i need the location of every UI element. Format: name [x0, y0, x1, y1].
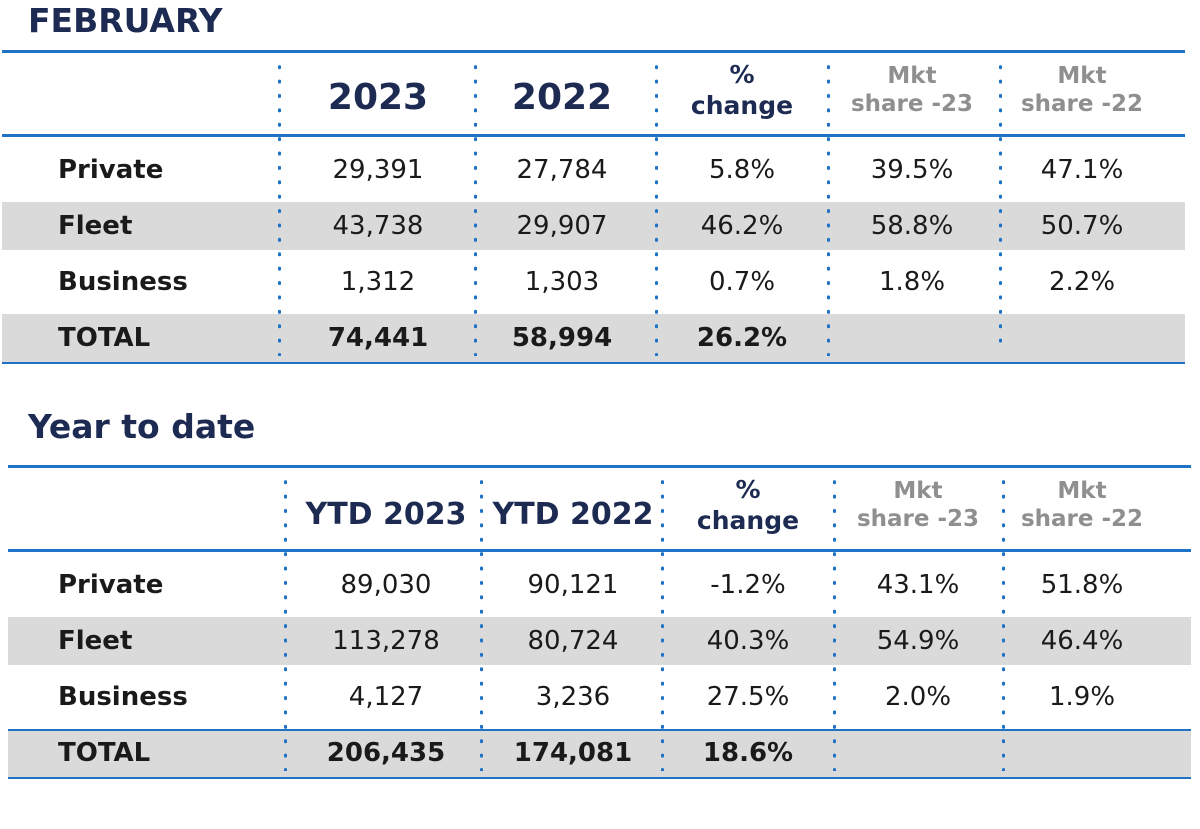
value-pct-change: 0.7% — [708, 267, 776, 297]
table-top-rule — [8, 465, 1191, 468]
column-header-ytd-2022: YTD 2022 — [492, 497, 654, 532]
value-pct-change: 46.2% — [700, 211, 784, 241]
column-header-mkt-share-23: Mkt share -23 — [856, 478, 980, 533]
column-header-2022: 2022 — [511, 77, 613, 118]
section-title-year-to-date: Year to date — [28, 407, 256, 446]
value-mkt-share-23: 43.1% — [876, 570, 960, 600]
value-2022: 29,907 — [516, 211, 608, 241]
value-ytd-2023: 4,127 — [348, 682, 424, 712]
column-divider — [661, 475, 664, 771]
row-label: TOTAL — [58, 323, 151, 353]
value-ytd-2023: 89,030 — [340, 570, 432, 600]
column-header-mkt-share-22: Mkt share -22 — [1020, 63, 1144, 118]
value-mkt-share-23: 39.5% — [870, 155, 954, 185]
column-header-2023: 2023 — [327, 77, 429, 118]
column-divider — [827, 60, 830, 356]
row-label: TOTAL — [58, 738, 151, 768]
total-top-rule — [8, 729, 1191, 731]
value-mkt-share-22: 47.1% — [1040, 155, 1124, 185]
value-pct-change: 5.8% — [708, 155, 776, 185]
value-2022: 27,784 — [516, 155, 608, 185]
value-mkt-share-22: 50.7% — [1040, 211, 1124, 241]
row-label: Business — [58, 267, 188, 297]
row-label: Private — [58, 155, 164, 185]
value-ytd-2022: 174,081 — [513, 738, 633, 768]
column-header-mkt-share-23: Mkt share -23 — [850, 63, 974, 118]
value-2022: 1,303 — [524, 267, 600, 297]
value-ytd-2022: 80,724 — [527, 626, 619, 656]
row-shade — [8, 729, 1191, 777]
value-mkt-share-22: 51.8% — [1040, 570, 1124, 600]
row-label: Fleet — [58, 211, 133, 241]
value-pct-change: 18.6% — [702, 738, 794, 768]
value-mkt-share-23: 54.9% — [876, 626, 960, 656]
value-ytd-2023: 206,435 — [326, 738, 446, 768]
column-divider — [480, 475, 483, 771]
table-bottom-rule — [2, 362, 1185, 364]
column-divider — [284, 475, 287, 771]
row-shade — [2, 314, 1185, 362]
value-pct-change: 40.3% — [706, 626, 790, 656]
row-label: Business — [58, 682, 188, 712]
value-2023: 74,441 — [327, 323, 429, 353]
header-bottom-rule — [8, 549, 1191, 552]
column-divider — [1002, 475, 1005, 771]
value-mkt-share-23: 1.8% — [878, 267, 946, 297]
section-title-february: FEBRUARY — [28, 1, 223, 40]
value-pct-change: -1.2% — [710, 570, 786, 600]
value-mkt-share-22: 1.9% — [1048, 682, 1116, 712]
value-ytd-2022: 90,121 — [527, 570, 619, 600]
value-2022: 58,994 — [511, 323, 613, 353]
value-ytd-2022: 3,236 — [535, 682, 611, 712]
column-header-pct-change: % change — [690, 60, 794, 120]
value-mkt-share-22: 2.2% — [1048, 267, 1116, 297]
value-2023: 29,391 — [332, 155, 424, 185]
column-divider — [474, 60, 477, 356]
value-2023: 1,312 — [340, 267, 416, 297]
column-divider — [655, 60, 658, 356]
row-shade — [2, 202, 1185, 250]
value-mkt-share-22: 46.4% — [1040, 626, 1124, 656]
value-mkt-share-23: 58.8% — [870, 211, 954, 241]
table-top-rule — [2, 50, 1185, 53]
header-bottom-rule — [2, 134, 1185, 137]
table-bottom-rule — [8, 777, 1191, 779]
column-header-ytd-2023: YTD 2023 — [305, 497, 467, 532]
row-label: Private — [58, 570, 164, 600]
value-pct-change: 27.5% — [706, 682, 790, 712]
value-mkt-share-23: 2.0% — [884, 682, 952, 712]
table-february: 2023 2022 % change Mkt share -23 Mkt share … — [2, 50, 1185, 366]
value-ytd-2023: 113,278 — [332, 626, 440, 656]
row-shade — [8, 617, 1191, 665]
column-divider — [278, 60, 281, 356]
row-label: Fleet — [58, 626, 133, 656]
column-header-pct-change: % change — [696, 475, 800, 535]
column-divider — [999, 60, 1002, 350]
column-header-mkt-share-22: Mkt share -22 — [1020, 478, 1144, 533]
value-pct-change: 26.2% — [696, 323, 788, 353]
value-2023: 43,738 — [332, 211, 424, 241]
column-divider — [833, 475, 836, 771]
table-year-to-date: YTD 2023 YTD 2022 % change Mkt share -23 M… — [8, 465, 1191, 783]
